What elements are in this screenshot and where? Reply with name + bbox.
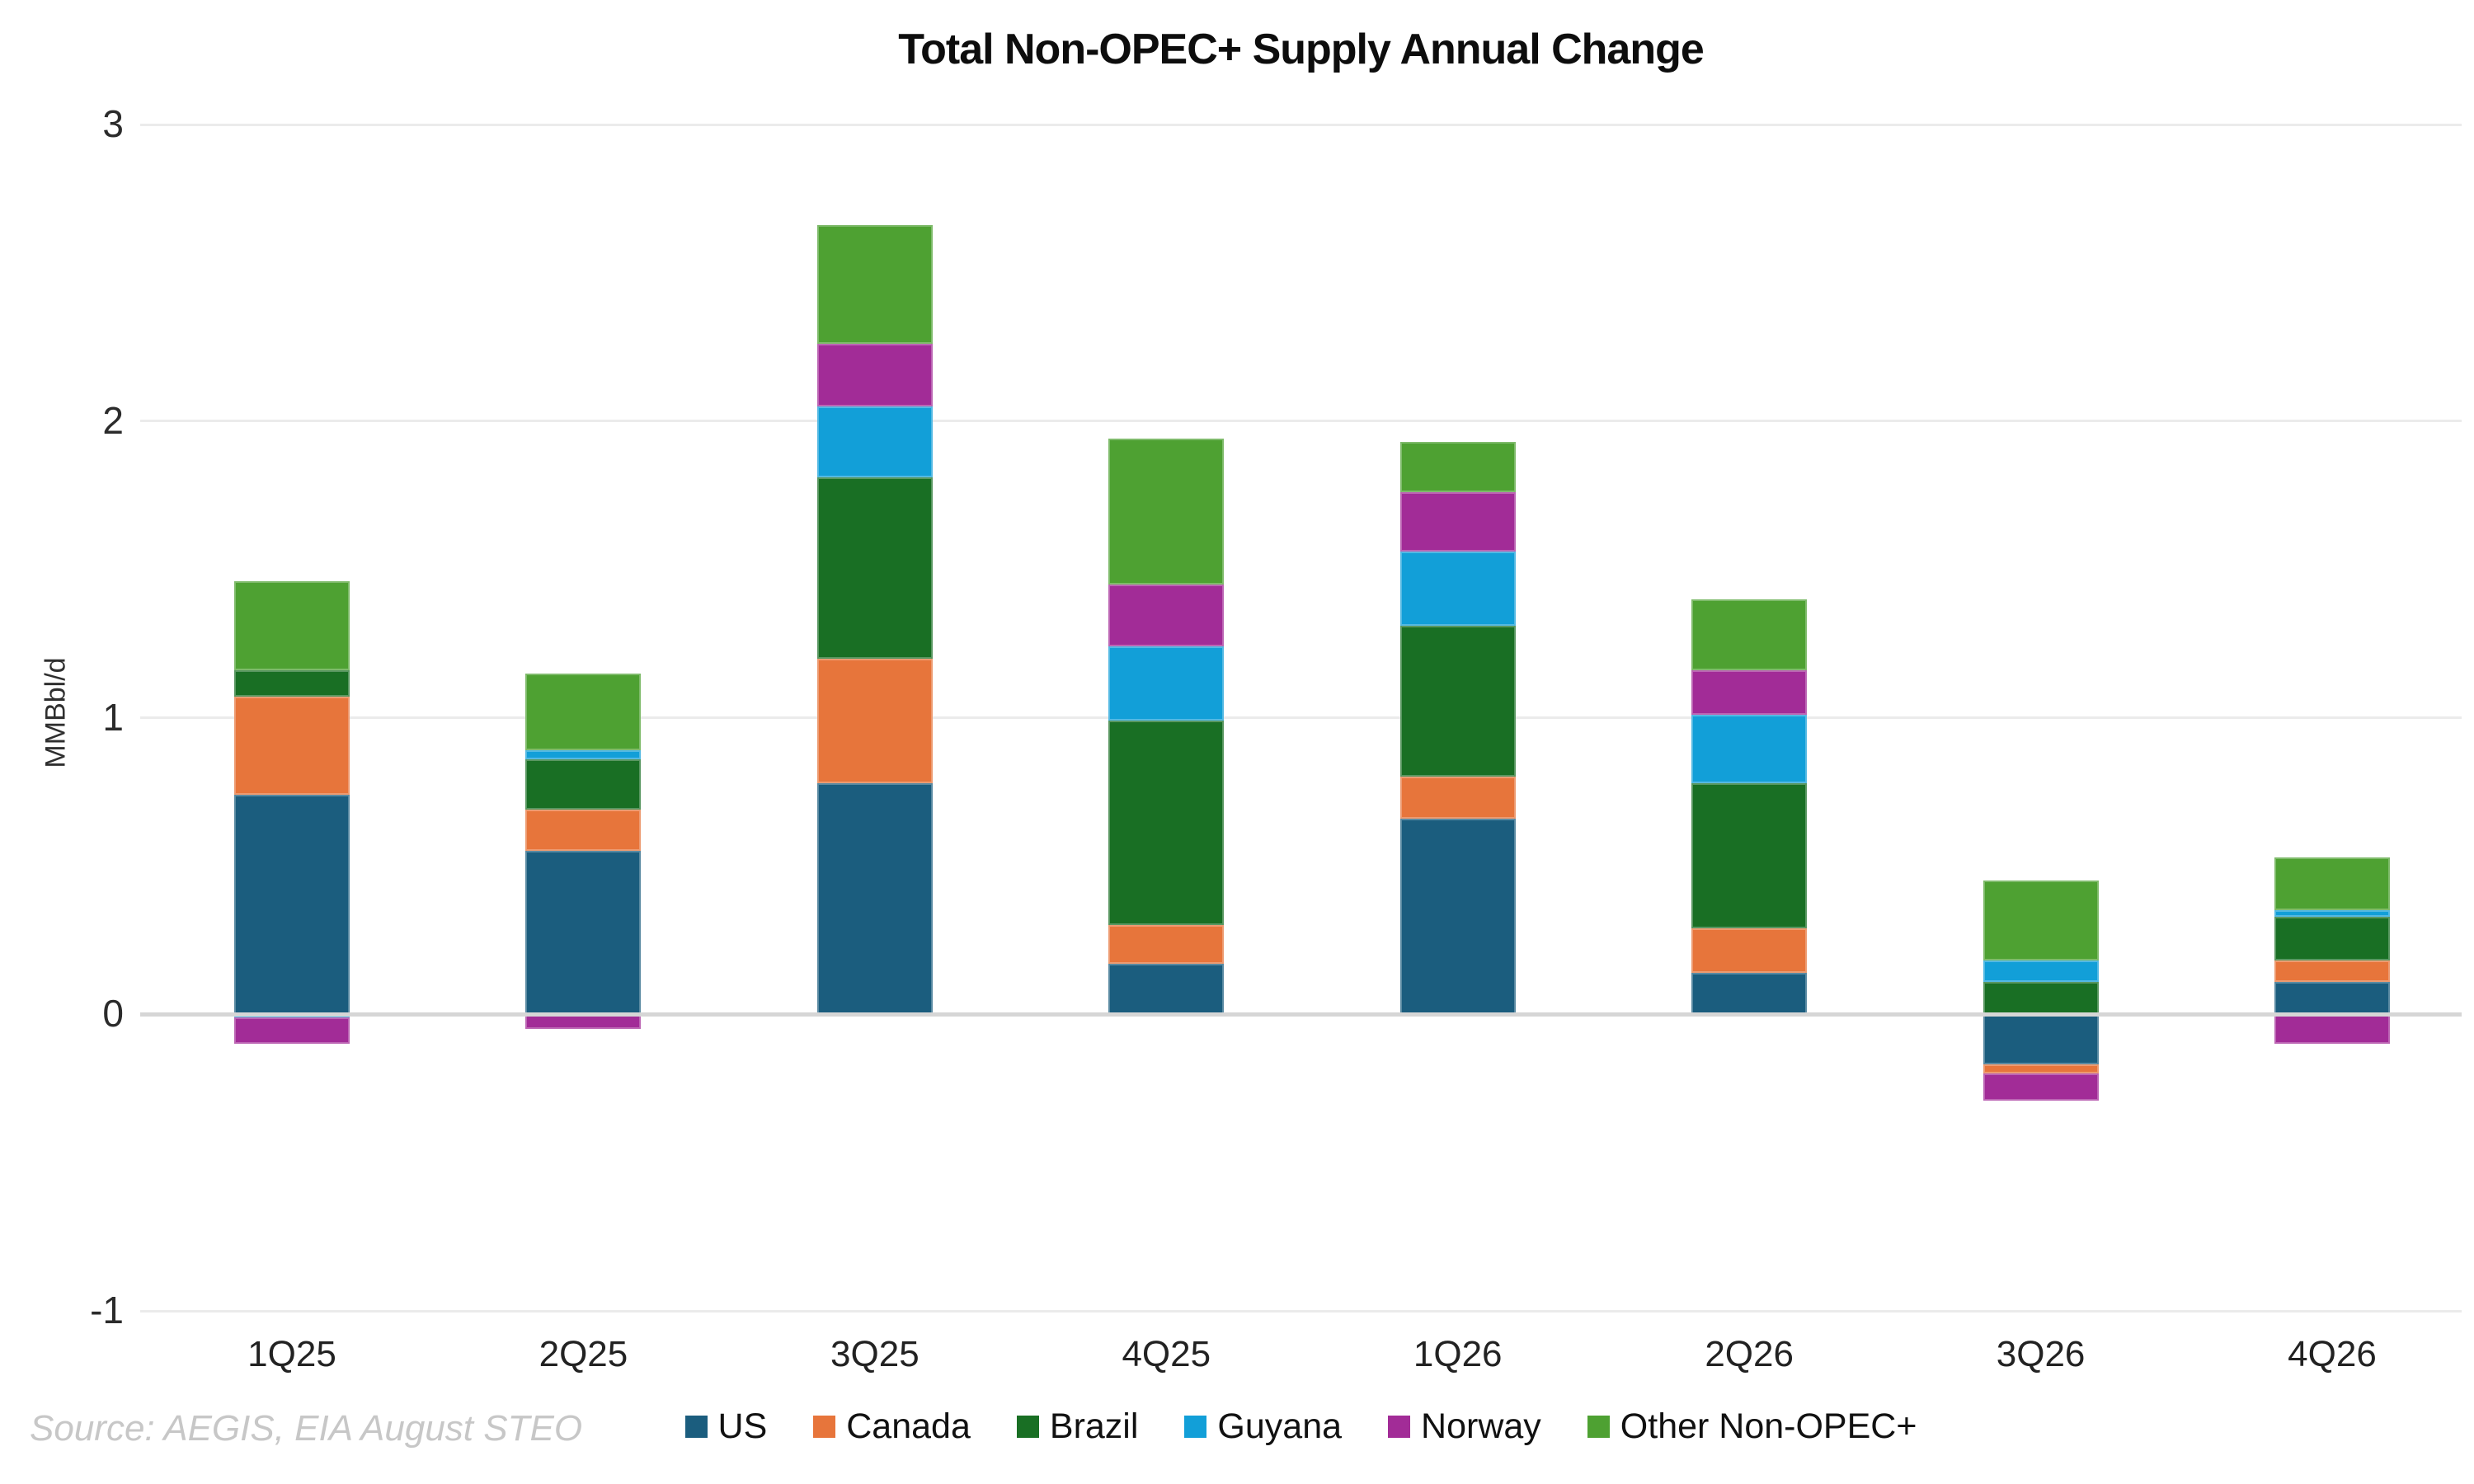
- bar-segment-3Q26-guyana[interactable]: [1982, 960, 2099, 982]
- x-axis-label-4Q26: 4Q26: [2288, 1334, 2377, 1374]
- bar-segment-1Q26-brazil[interactable]: [1399, 625, 1516, 777]
- bar-segment-3Q25-brazil[interactable]: [816, 477, 933, 659]
- x-axis-label-4Q25: 4Q25: [1122, 1334, 1211, 1374]
- bar-segment-2Q25-other-non-opec-[interactable]: [525, 673, 642, 751]
- bar-segment-3Q26-canada[interactable]: [1982, 1064, 2099, 1074]
- bar-segment-3Q25-other-non-opec-[interactable]: [816, 225, 933, 345]
- gridline: [140, 420, 2462, 423]
- bar-segment-2Q25-us[interactable]: [525, 851, 642, 1015]
- bar-segment-3Q25-canada[interactable]: [816, 658, 933, 783]
- legend-item-canada[interactable]: Canada: [813, 1407, 971, 1447]
- bar-segment-2Q25-guyana[interactable]: [525, 750, 642, 759]
- legend-item-other-non-opec-[interactable]: Other Non-OPEC+: [1587, 1407, 1917, 1447]
- bar-segment-2Q25-canada[interactable]: [525, 810, 642, 852]
- bar-segment-2Q25-brazil[interactable]: [525, 758, 642, 810]
- bar-segment-4Q26-other-non-opec-[interactable]: [2274, 857, 2390, 911]
- y-tick-label: 3: [102, 102, 124, 145]
- bar-segment-4Q25-brazil[interactable]: [1108, 721, 1225, 926]
- bar-segment-1Q26-canada[interactable]: [1399, 777, 1516, 819]
- bar-segment-4Q26-canada[interactable]: [2274, 960, 2390, 982]
- legend-swatch-icon: [813, 1416, 836, 1438]
- legend-label: Guyana: [1217, 1407, 1343, 1446]
- legend: US Canada Brazil Guyana Norway Other Non-OPEC…: [140, 1407, 2462, 1447]
- legend-label: Norway: [1421, 1407, 1541, 1446]
- bar-segment-3Q25-us[interactable]: [816, 782, 933, 1015]
- bar-segment-1Q26-us[interactable]: [1399, 818, 1516, 1015]
- legend-swatch-icon: [1388, 1416, 1411, 1438]
- gridline: [140, 1309, 2462, 1313]
- bar-segment-4Q26-brazil[interactable]: [2274, 916, 2390, 961]
- bar-segment-2Q26-canada[interactable]: [1691, 928, 1808, 973]
- gridline: [140, 716, 2462, 719]
- legend-item-norway[interactable]: Norway: [1388, 1407, 1541, 1447]
- legend-label: US: [717, 1407, 768, 1446]
- legend-label: Canada: [846, 1407, 971, 1446]
- y-tick-label: 2: [102, 398, 124, 442]
- bar-segment-1Q26-guyana[interactable]: [1399, 552, 1516, 626]
- x-axis-label-3Q25: 3Q25: [830, 1334, 920, 1374]
- bar-segment-3Q26-brazil[interactable]: [1982, 981, 2099, 1015]
- bar-segment-2Q26-guyana[interactable]: [1691, 714, 1808, 783]
- bar-segment-1Q26-other-non-opec-[interactable]: [1399, 441, 1516, 493]
- x-axis-label-1Q25: 1Q25: [247, 1334, 336, 1374]
- x-axis-label-2Q26: 2Q26: [1705, 1334, 1794, 1374]
- bar-segment-2Q26-norway[interactable]: [1691, 669, 1808, 715]
- y-tick-label: 1: [102, 695, 124, 739]
- bar-segment-1Q25-us[interactable]: [234, 795, 350, 1015]
- legend-item-us[interactable]: US: [684, 1407, 768, 1447]
- bar-segment-4Q25-us[interactable]: [1108, 964, 1225, 1015]
- bar-segment-3Q26-us[interactable]: [1982, 1014, 2099, 1065]
- legend-item-guyana[interactable]: Guyana: [1184, 1407, 1342, 1447]
- gridline: [140, 123, 2462, 126]
- bar-segment-4Q25-canada[interactable]: [1108, 925, 1225, 965]
- source-note: Source: AEGIS, EIA August STEO: [30, 1408, 583, 1449]
- bar-segment-2Q26-us[interactable]: [1691, 972, 1808, 1015]
- legend-swatch-icon: [1184, 1416, 1207, 1438]
- bar-segment-1Q25-canada[interactable]: [234, 697, 350, 796]
- bar-segment-4Q26-norway[interactable]: [2274, 1014, 2390, 1045]
- bar-segment-1Q25-norway[interactable]: [234, 1017, 350, 1045]
- legend-swatch-icon: [1016, 1416, 1039, 1438]
- bar-segment-4Q26-guyana[interactable]: [2274, 910, 2390, 917]
- y-tick-label: -1: [90, 1289, 124, 1331]
- zero-gridline: [140, 1012, 2462, 1017]
- x-axis-label-2Q25: 2Q25: [539, 1334, 628, 1374]
- legend-item-brazil[interactable]: Brazil: [1016, 1407, 1139, 1447]
- legend-swatch-icon: [1587, 1416, 1610, 1438]
- legend-label: Brazil: [1049, 1407, 1139, 1446]
- x-axis-label-1Q26: 1Q26: [1413, 1334, 1503, 1374]
- bar-segment-2Q26-brazil[interactable]: [1691, 782, 1808, 928]
- x-axis-label-3Q26: 3Q26: [1996, 1334, 2086, 1374]
- bar-segment-3Q26-norway[interactable]: [1982, 1073, 2099, 1101]
- bar-segment-2Q26-other-non-opec-[interactable]: [1691, 599, 1808, 670]
- bar-segment-2Q25-norway[interactable]: [525, 1014, 642, 1030]
- bar-segment-3Q26-other-non-opec-[interactable]: [1982, 881, 2099, 961]
- bar-segment-4Q26-us[interactable]: [2274, 981, 2390, 1015]
- bar-segment-1Q25-other-non-opec-[interactable]: [234, 581, 350, 670]
- legend-label: Other Non-OPEC+: [1620, 1407, 1917, 1446]
- bar-segment-3Q25-norway[interactable]: [816, 344, 933, 406]
- bar-segment-3Q25-guyana[interactable]: [816, 406, 933, 478]
- legend-swatch-icon: [684, 1416, 708, 1438]
- bar-segment-4Q25-guyana[interactable]: [1108, 646, 1225, 721]
- chart-title: Total Non-OPEC+ Supply Annual Change: [898, 26, 1705, 73]
- bar-segment-4Q25-norway[interactable]: [1108, 584, 1225, 647]
- bar-segment-1Q26-norway[interactable]: [1399, 492, 1516, 552]
- bar-segment-4Q25-other-non-opec-[interactable]: [1108, 439, 1225, 585]
- bar-segment-1Q25-brazil[interactable]: [234, 669, 350, 697]
- y-tick-label: 0: [102, 992, 124, 1036]
